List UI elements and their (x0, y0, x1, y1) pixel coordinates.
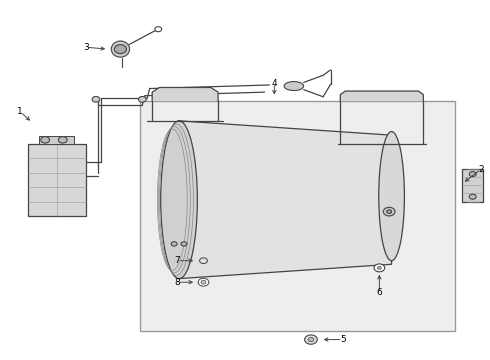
Text: 8: 8 (175, 278, 180, 287)
Text: 5: 5 (340, 335, 345, 344)
Text: 3: 3 (83, 43, 89, 52)
Ellipse shape (161, 121, 197, 279)
Ellipse shape (111, 41, 129, 57)
Circle shape (114, 45, 126, 54)
Text: 6: 6 (376, 288, 382, 297)
Circle shape (41, 136, 49, 143)
Circle shape (469, 172, 476, 177)
Text: 7: 7 (175, 256, 180, 265)
Circle shape (92, 96, 100, 102)
Circle shape (377, 266, 381, 269)
Polygon shape (152, 87, 218, 101)
Circle shape (171, 242, 177, 246)
Circle shape (201, 280, 206, 284)
Bar (140, 101, 455, 330)
Circle shape (155, 27, 162, 32)
Bar (27, 144, 86, 216)
Circle shape (199, 258, 207, 264)
Polygon shape (340, 91, 423, 101)
Circle shape (58, 136, 67, 143)
Circle shape (374, 264, 385, 272)
Circle shape (139, 96, 147, 102)
Text: 2: 2 (478, 165, 484, 174)
Ellipse shape (284, 82, 304, 90)
Circle shape (383, 207, 395, 216)
Text: 4: 4 (271, 79, 277, 88)
Circle shape (469, 194, 476, 199)
Circle shape (181, 242, 187, 246)
Circle shape (308, 337, 314, 342)
Bar (463, 169, 483, 202)
Circle shape (387, 210, 392, 213)
Bar (39, 135, 74, 144)
Circle shape (198, 278, 209, 286)
Circle shape (305, 335, 318, 344)
Polygon shape (179, 121, 392, 279)
Ellipse shape (379, 132, 404, 261)
Text: 1: 1 (17, 107, 23, 116)
